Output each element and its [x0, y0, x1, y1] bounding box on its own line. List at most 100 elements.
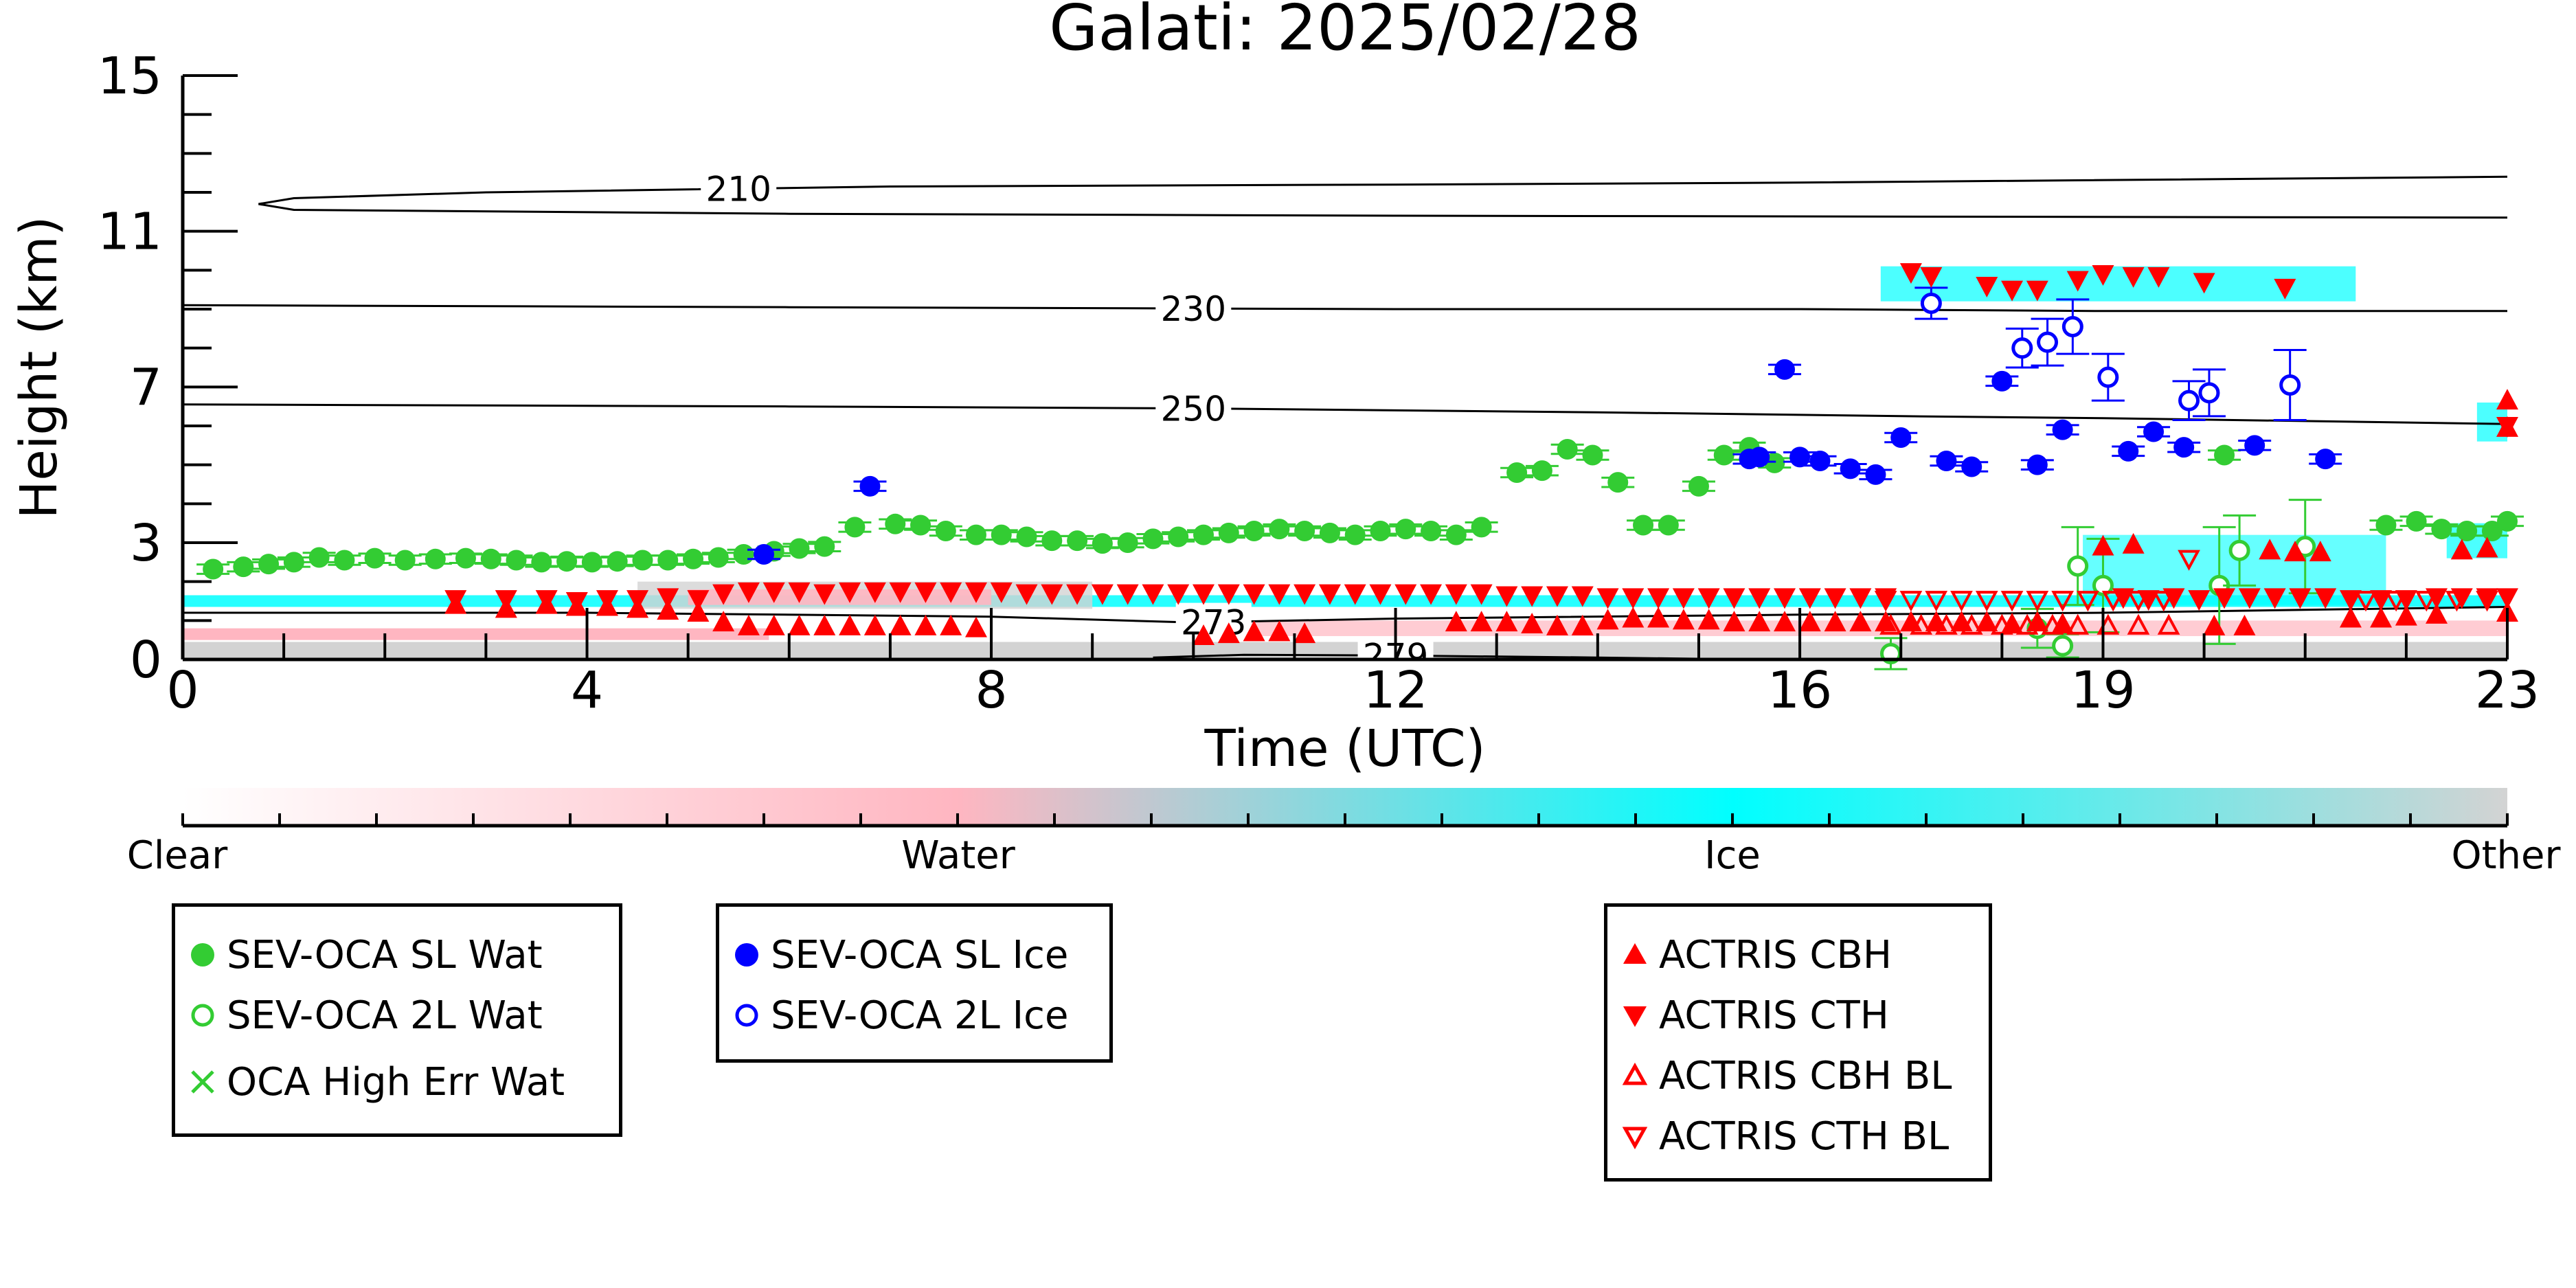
point-actris-cbh — [1445, 611, 1467, 632]
point-sev-oca-sl-ice — [754, 544, 774, 565]
point-actris-cbh — [1521, 613, 1544, 633]
point-sev-oca-sl-wat — [1016, 526, 1037, 547]
point-sev-oca-sl-wat — [1506, 462, 1528, 483]
point-actris-cbh — [737, 614, 760, 635]
point-actris-cth — [1142, 584, 1164, 605]
point-actris-cbh — [1723, 611, 1745, 632]
point-actris-cbh — [2476, 536, 2498, 558]
point-actris-cth — [1268, 584, 1291, 605]
point-sev-oca-sl-wat — [258, 554, 280, 575]
point-actris-cth — [1344, 584, 1366, 605]
point-sev-oca-sl-wat — [556, 551, 578, 572]
point-sev-oca-sl-wat — [1607, 472, 1629, 493]
point-sev-oca-sl-ice — [2118, 440, 2139, 462]
point-actris-cth — [1116, 584, 1139, 605]
legend-label-high-err-wat: OCA High Err Wat — [227, 1060, 565, 1105]
point-actris-cth — [2001, 280, 2024, 302]
point-actris-cth — [444, 590, 467, 611]
point-actris-cth — [1723, 588, 1745, 609]
point-sev-oca-sl-ice — [859, 475, 881, 497]
point-actris-cbh — [2122, 532, 2145, 554]
y-tick-label: 15 — [98, 47, 162, 106]
point-actris-cth — [2395, 590, 2417, 611]
point-actris-cbh — [1976, 611, 1998, 632]
point-actris-cth-bl — [2101, 591, 2125, 612]
point-sev-oca-sl-ice — [2026, 454, 2048, 475]
colorbar-label-clear: Clear — [127, 833, 228, 878]
point-actris-cbh — [2203, 614, 2226, 635]
point-sev-oca-sl-wat — [844, 517, 866, 538]
point-actris-cbh — [813, 614, 836, 635]
x-tick-label: 4 — [571, 661, 603, 720]
point-actris-cth — [1976, 277, 1998, 297]
point-actris-cth — [1394, 584, 1417, 605]
point-actris-cth — [964, 582, 987, 603]
point-sev-oca-sl-wat — [1344, 524, 1366, 545]
point-sev-oca-sl-wat — [203, 558, 224, 580]
point-actris-cbh — [1697, 609, 1720, 630]
contour-line-250 — [183, 403, 2507, 425]
point-actris-cth — [1193, 584, 1215, 605]
point-sev-oca-sl-wat — [1471, 517, 1492, 538]
point-actris-cbh — [2092, 534, 2114, 556]
point-actris-cbh — [1748, 611, 1771, 632]
point-actris-cth — [1849, 588, 1872, 609]
data-marks — [196, 263, 2524, 670]
point-actris-cbh — [1571, 614, 1594, 635]
point-sev-oca-sl-wat — [1395, 519, 1416, 540]
point-actris-cth — [1622, 588, 1645, 609]
point-actris-cth — [1672, 588, 1695, 609]
point-sev-oca-sl-ice — [1774, 359, 1796, 380]
point-sev-oca-sl-wat — [1193, 524, 1214, 545]
point-actris-cth — [2289, 588, 2312, 609]
point-actris-cbh — [964, 616, 987, 637]
axis-ticks: 0 3 7 11 15 0 4 8 12 16 19 23 — [98, 47, 2540, 720]
point-actris-cth-bl — [2051, 591, 2074, 612]
point-sev-oca-sl-wat — [657, 550, 679, 571]
y-tick-label: 11 — [98, 203, 162, 262]
x-axis-label: Time (UTC) — [1204, 719, 1485, 778]
x-tick-label: 12 — [1363, 661, 1427, 720]
point-actris-cth — [1774, 588, 1796, 609]
point-actris-cbh — [1495, 611, 1518, 632]
point-actris-cbh — [1824, 611, 1846, 632]
point-sev-oca-sl-wat — [607, 551, 628, 572]
point-actris-cth-bl — [2354, 591, 2377, 612]
point-sev-oca-sl-wat — [531, 552, 552, 573]
point-actris-cth-bl — [2445, 591, 2468, 612]
point-actris-cth — [2370, 590, 2393, 611]
legend-label-sl-wat: SEV-OCA SL Wat — [227, 933, 543, 978]
point-actris-cbh — [1849, 611, 1872, 632]
point-sev-oca-sl-wat — [1688, 475, 1709, 497]
point-actris-cth — [940, 582, 962, 603]
x-tick-label: 23 — [2475, 661, 2540, 720]
point-actris-cth — [2066, 271, 2089, 292]
point-sev-oca-2l-wat — [2067, 555, 2089, 577]
y-axis-label: Height (km) — [10, 216, 69, 519]
point-actris-cbh — [2450, 539, 2473, 560]
point-actris-cth-bl — [1899, 591, 1923, 612]
point-actris-cth — [889, 582, 912, 603]
point-actris-cth — [1798, 588, 1821, 609]
point-actris-cth — [2238, 588, 2261, 609]
point-actris-cth — [2188, 590, 2211, 611]
point-sev-oca-sl-ice — [2143, 421, 2165, 442]
point-sev-oca-sl-wat — [233, 556, 254, 578]
point-sev-oca-sl-ice — [1991, 370, 2013, 392]
y-tick-label: 7 — [130, 358, 162, 417]
legend-marker-sl-wat — [191, 943, 214, 967]
point-sev-oca-sl-ice — [1961, 456, 1982, 477]
point-sev-oca-sl-ice — [1936, 451, 1957, 471]
legend-label-cth: ACTRIS CTH — [1659, 993, 1889, 1038]
point-sev-oca-sl-wat — [1218, 522, 1239, 543]
point-actris-cth — [1369, 584, 1392, 605]
point-sev-oca-sl-wat — [1041, 530, 1063, 552]
legend-marker-cth-bl — [1622, 1127, 1648, 1150]
point-sev-oca-sl-wat — [1319, 522, 1340, 543]
contour-line-230 — [183, 304, 2507, 313]
point-actris-cbh — [2309, 541, 2331, 562]
point-actris-cbh-bl — [1960, 613, 1983, 635]
point-actris-cth-bl — [1950, 591, 1973, 612]
point-actris-cth-bl — [2127, 591, 2150, 612]
